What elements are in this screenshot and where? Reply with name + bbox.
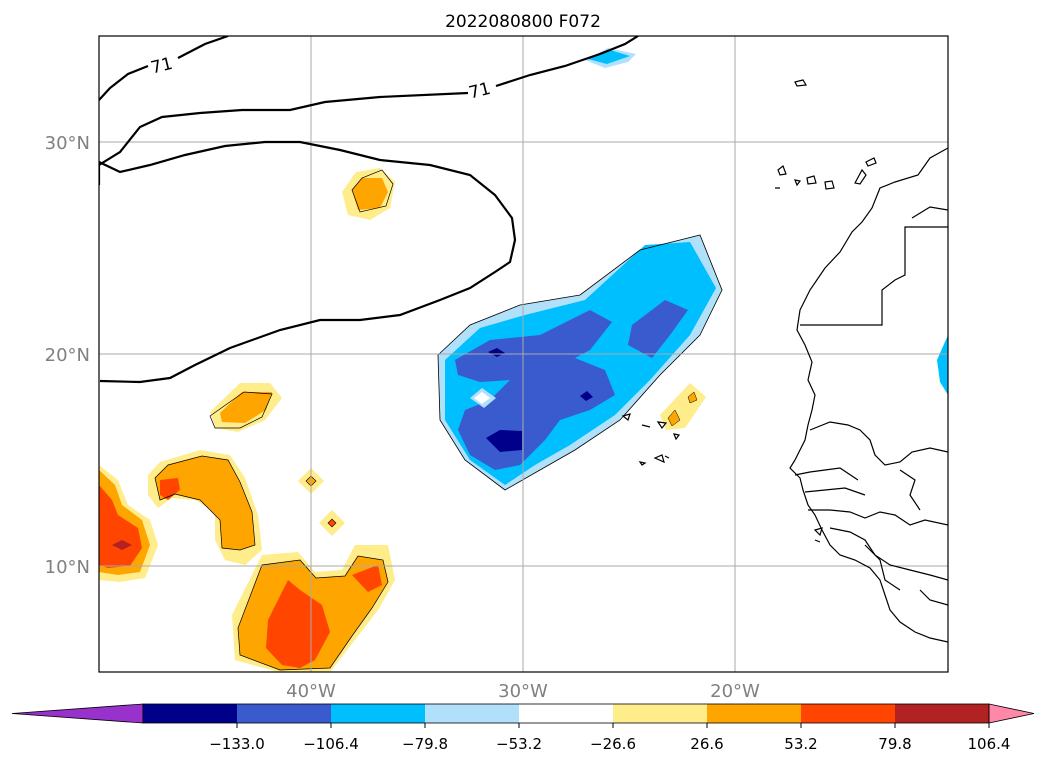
colorbar-tick-label: 26.6 — [690, 735, 723, 753]
colorbar-segment — [425, 704, 520, 723]
colorbar-segment — [519, 704, 614, 723]
colorbar-extend-low — [11, 703, 144, 724]
lat-label-20n: 20°N — [45, 345, 90, 366]
colorbar-tick-label: −106.4 — [303, 735, 359, 753]
colorbar-tick-label: 79.8 — [878, 735, 911, 753]
colorbar-segment — [143, 704, 238, 723]
negative-anomaly-region — [437, 48, 948, 491]
colorbar-segment — [895, 704, 990, 723]
map-gridlines — [99, 36, 948, 672]
colorbar-tick-label: −26.6 — [590, 735, 636, 753]
longitude-labels: 40°W 30°W 20°W — [286, 681, 760, 702]
colorbar-extend-high — [988, 703, 1035, 724]
map-area: 71 71 — [99, 36, 948, 672]
colorbar-tick-label: −133.0 — [209, 735, 265, 753]
colorbar-tick-label: 53.2 — [784, 735, 817, 753]
lon-label-30w: 30°W — [498, 681, 548, 702]
geopotential-contour-lines — [99, 36, 639, 384]
lat-label-30n: 30°N — [45, 133, 90, 154]
colorbar-segment — [237, 704, 332, 723]
figure-title: 2022080800 F072 — [445, 12, 601, 32]
colorbar: −133.0 −106.4 −79.8 −53.2 −26.6 26.6 53.2 79.8 1… — [11, 703, 1035, 753]
coastline-and-borders — [621, 79, 948, 643]
colorbar-tick-label: −53.2 — [496, 735, 542, 753]
colorbar-tick-label: −79.8 — [402, 735, 448, 753]
colorbar-outline — [142, 703, 990, 724]
latitude-labels: 30°N 20°N 10°N — [45, 133, 90, 578]
lat-label-10n: 10°N — [45, 557, 90, 578]
colorbar-segment — [801, 704, 896, 723]
colorbar-tick-label: 106.4 — [968, 735, 1011, 753]
colorbar-segment — [707, 704, 802, 723]
colorbar-segment — [331, 704, 426, 723]
lon-label-40w: 40°W — [286, 681, 336, 702]
lon-label-20w: 20°W — [710, 681, 760, 702]
positive-anomaly-region — [99, 168, 706, 672]
map-frame — [98, 35, 949, 673]
colorbar-segment — [613, 704, 708, 723]
